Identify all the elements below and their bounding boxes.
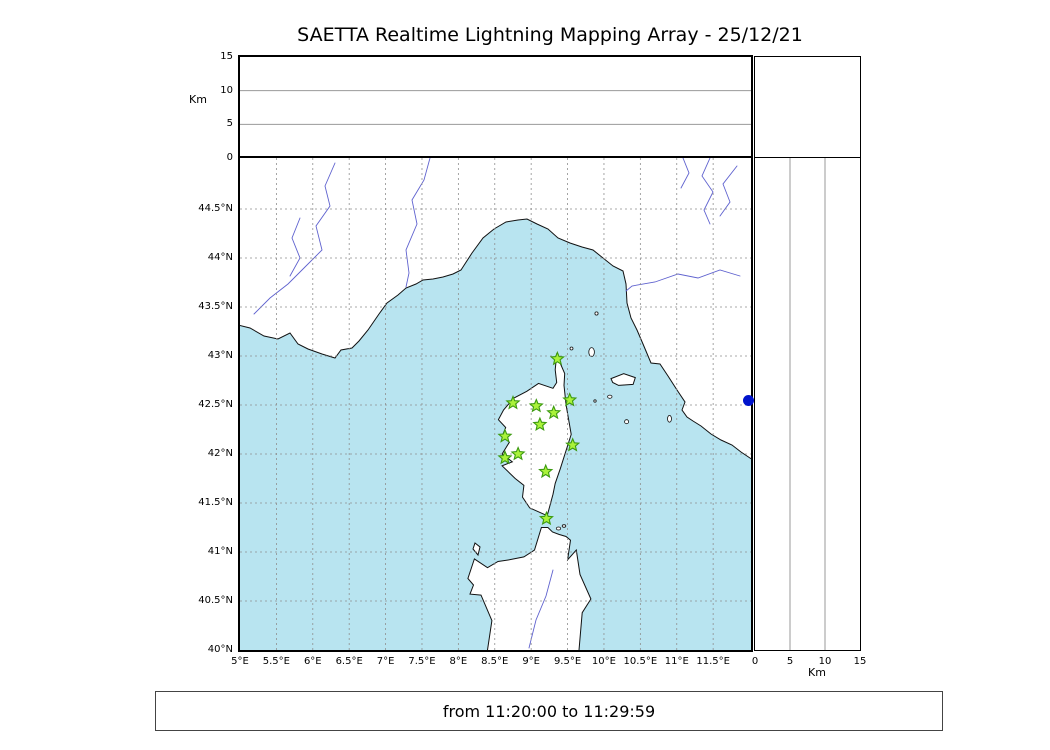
lon-tick-label: 6.5°E [335,656,363,667]
alt-tick-label-left: 5 [226,118,233,130]
lon-tick-label: 5°E [231,656,249,667]
altitude-latitude-panel [754,157,861,651]
altitude-longitude-panel [238,55,753,160]
land-elba [610,373,636,386]
station-star-marker [497,428,513,443]
lat-tick-label: 42°N [207,447,233,459]
islet [624,419,630,425]
lon-tick-label: 6°E [303,656,322,667]
station-star-marker [528,398,544,413]
lat-tick-label: 42.5°N [198,398,233,410]
islet [588,347,595,358]
station-star-marker [546,404,562,420]
lon-tick-label: 11°E [664,656,689,667]
river [289,217,301,277]
alt-tick-label-bottom: 10 [818,656,832,667]
lat-tick-label: 40.5°N [198,594,233,606]
lon-tick-label: 8.5°E [481,656,509,667]
river [405,158,431,288]
alt-tick-label-bottom: 5 [786,656,794,667]
altitude-axis-label-right: Km [808,666,826,679]
lon-tick-label: 7°E [376,656,395,667]
land-asinara [472,542,481,557]
lon-tick-label: 7.5°E [408,656,436,667]
altitude-axis-label-top: Km [189,93,207,106]
lat-tick-label: 43°N [207,349,233,361]
islet [607,394,613,399]
lon-tick-label: 10°E [591,656,616,667]
river [701,158,714,225]
station-star-marker [549,350,566,366]
station-star-marker [565,437,581,452]
land-corsica [497,353,572,517]
alt-tick-label-bottom: 15 [853,656,867,667]
lon-tick-label: 9°E [522,656,540,667]
alt-tick-label-left: 10 [220,84,233,96]
lon-tick-label: 10.5°E [623,656,658,667]
altitude-latitude-plot [789,158,826,650]
lon-tick-label: 11.5°E [696,656,730,667]
lat-tick-label: 43.5°N [198,300,233,312]
islet [594,311,599,316]
lat-tick-label: 40°N [207,644,233,655]
lon-tick-label: 9.5°E [553,656,582,667]
lat-tick-label: 44°N [207,251,233,263]
river [625,269,741,292]
lat-tick-label: 41°N [207,545,233,557]
land-mainland [240,158,751,460]
station-star-marker [497,449,513,465]
islet [555,526,562,531]
lat-tick-label: 44.5°N [198,202,233,214]
lon-tick-label: 5.5°E [262,656,290,667]
station-star-marker [538,463,554,479]
river [680,158,690,189]
map-panel [238,156,753,652]
station-star-marker [562,392,578,407]
station-star-marker [510,446,526,461]
lon-tick-label: 8°E [449,656,468,667]
river [528,569,554,649]
lat-tick-label: 41.5°N [198,496,233,508]
page-title: SAETTA Realtime Lightning Mapping Array … [297,24,803,46]
station-star-marker [538,510,554,526]
islet [593,399,597,403]
alt-tick-label-bottom: 0 [751,656,759,667]
station-star-marker [532,416,548,431]
alt-tick-label-left: 15 [220,51,233,62]
alt-tick-label-left: 0 [226,152,233,163]
islet [569,346,574,351]
top-right-aux-panel [754,56,861,159]
lightning-source-dot [743,395,754,407]
islet [667,414,672,423]
time-window-box: from 11:20:00 to 11:29:59 [155,691,943,731]
islet [561,524,567,528]
station-star-marker [505,395,521,410]
geographic-map [240,158,751,650]
time-window-text: from 11:20:00 to 11:29:59 [442,701,656,721]
land-sardinia [467,527,592,650]
altitude-longitude-plot [240,90,751,125]
